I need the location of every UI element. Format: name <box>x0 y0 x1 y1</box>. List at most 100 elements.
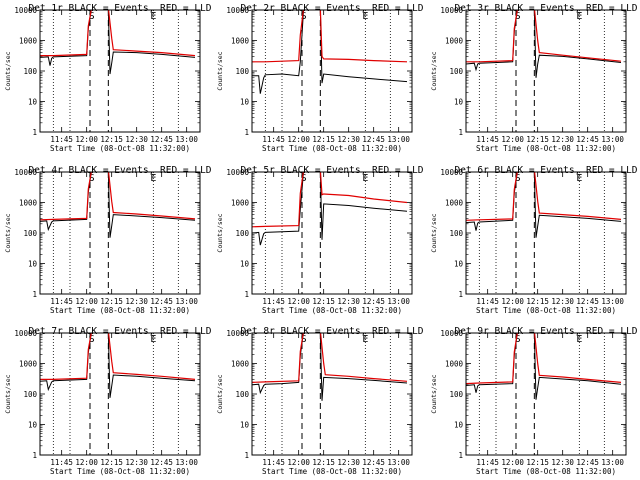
panel-title: Det 7r BLACK = Events, RED = LLD <box>28 326 211 337</box>
x-tick-label: 12:30 <box>125 458 148 467</box>
y-tick-label: 1000 <box>445 360 464 369</box>
y-tick-label: 100 <box>23 229 37 238</box>
x-tick-label: 12:00 <box>501 297 524 306</box>
detector-panel-9: Det 9r BLACK = Events, RED = LLD Counts/s… <box>430 326 638 476</box>
marker-s: S <box>89 334 95 345</box>
marker-s: S <box>515 11 521 22</box>
detector-panel-2: Det 2r BLACK = Events, RED = LLD Counts/s… <box>216 3 424 153</box>
y-tick-label: 10 <box>240 98 250 107</box>
plot-frame <box>251 9 413 133</box>
y-tick-label: 1000 <box>19 37 38 46</box>
x-tick-label: 11:45 <box>50 135 73 144</box>
y-tick-label: 1 <box>32 451 37 460</box>
x-tick-label: 11:45 <box>50 458 73 467</box>
marker-s: S <box>301 173 307 184</box>
x-tick-label: 12:00 <box>501 135 524 144</box>
x-tick-label: 12:45 <box>150 458 173 467</box>
marker-s: S <box>301 334 307 345</box>
x-tick-label: 13:00 <box>601 135 624 144</box>
detector-panel-1: Det 1r BLACK = Events, RED = LLD Counts/s… <box>4 3 212 153</box>
plot-frame <box>251 332 413 456</box>
x-tick-label: 13:00 <box>175 297 198 306</box>
y-tick-label: 1000 <box>231 360 250 369</box>
marker-s: S <box>89 173 95 184</box>
panel-title: Det 9r BLACK = Events, RED = LLD <box>454 326 637 337</box>
x-tick-label: 12:45 <box>150 297 173 306</box>
x-tick-label: 12:45 <box>576 458 599 467</box>
detector-panel-6: Det 6r BLACK = Events, RED = LLD Counts/s… <box>430 165 638 315</box>
series-events-line <box>252 172 408 246</box>
series-events-line <box>252 333 408 401</box>
y-axis-label: Counts/sec <box>430 374 438 413</box>
series-lld-line <box>466 10 622 63</box>
y-tick-label: 10000 <box>440 6 463 15</box>
plot-frame <box>465 9 627 133</box>
series-lld-line <box>252 10 408 63</box>
x-tick-label: 12:15 <box>312 297 335 306</box>
y-tick-label: 10 <box>28 98 38 107</box>
x-tick-label: 12:45 <box>362 458 385 467</box>
x-tick-label: 12:45 <box>150 135 173 144</box>
plot-frame <box>465 332 627 456</box>
x-axis-label: Start Time (08-Oct-08 11:32:00) <box>476 306 616 315</box>
panel-title: Det 4r BLACK = Events, RED = LLD <box>28 165 211 176</box>
y-axis-label: Counts/sec <box>216 374 224 413</box>
series-events-line <box>252 10 408 94</box>
y-axis-label: Counts/sec <box>4 374 12 413</box>
x-axis-label: Start Time (08-Oct-08 11:32:00) <box>262 467 402 476</box>
x-tick-label: 12:15 <box>526 458 549 467</box>
x-tick-label: 12:15 <box>312 458 335 467</box>
y-axis-label: Counts/sec <box>216 51 224 90</box>
y-tick-label: 1 <box>32 128 37 137</box>
panel-title: Det 6r BLACK = Events, RED = LLD <box>454 165 637 176</box>
x-tick-label: 12:30 <box>337 135 360 144</box>
marker-e: E <box>576 173 582 184</box>
y-tick-label: 1 <box>458 290 463 299</box>
plot-frame <box>39 332 201 456</box>
y-tick-label: 1 <box>244 290 249 299</box>
x-tick-label: 12:30 <box>337 297 360 306</box>
y-tick-label: 1000 <box>445 199 464 208</box>
x-tick-label: 12:15 <box>312 135 335 144</box>
y-tick-label: 100 <box>449 229 463 238</box>
series-lld-line <box>466 172 622 221</box>
x-tick-label: 12:30 <box>551 297 574 306</box>
y-tick-label: 10 <box>454 260 464 269</box>
y-tick-label: 1000 <box>231 37 250 46</box>
marker-s: S <box>301 11 307 22</box>
y-tick-label: 100 <box>235 390 249 399</box>
y-axis-label: Counts/sec <box>430 213 438 252</box>
detector-panel-8: Det 8r BLACK = Events, RED = LLD Counts/s… <box>216 326 424 476</box>
plot-frame <box>39 171 201 295</box>
y-tick-label: 1 <box>32 290 37 299</box>
x-tick-label: 12:30 <box>551 458 574 467</box>
series-events-line <box>40 333 196 398</box>
y-tick-label: 1 <box>458 128 463 137</box>
y-tick-label: 1000 <box>231 199 250 208</box>
x-tick-label: 13:00 <box>601 297 624 306</box>
marker-s: S <box>515 173 521 184</box>
marker-e: E <box>576 11 582 22</box>
x-axis-label: Start Time (08-Oct-08 11:32:00) <box>50 306 190 315</box>
y-tick-label: 1000 <box>19 360 38 369</box>
series-lld-line <box>40 172 196 221</box>
x-tick-label: 13:00 <box>175 458 198 467</box>
marker-s: S <box>515 334 521 345</box>
y-tick-label: 10000 <box>14 168 37 177</box>
x-tick-label: 11:45 <box>476 135 499 144</box>
y-tick-label: 1 <box>244 128 249 137</box>
x-tick-label: 13:00 <box>175 135 198 144</box>
marker-e: E <box>362 334 368 345</box>
x-tick-label: 12:00 <box>75 297 98 306</box>
x-tick-label: 11:45 <box>262 135 285 144</box>
y-tick-label: 100 <box>449 67 463 76</box>
y-tick-label: 100 <box>235 67 249 76</box>
x-axis-label: Start Time (08-Oct-08 11:32:00) <box>262 306 402 315</box>
panel-title: Det 8r BLACK = Events, RED = LLD <box>240 326 423 337</box>
plot-frame <box>465 171 627 295</box>
x-axis-label: Start Time (08-Oct-08 11:32:00) <box>262 144 402 153</box>
y-tick-label: 10 <box>454 98 464 107</box>
y-axis-label: Counts/sec <box>430 51 438 90</box>
marker-e: E <box>362 173 368 184</box>
